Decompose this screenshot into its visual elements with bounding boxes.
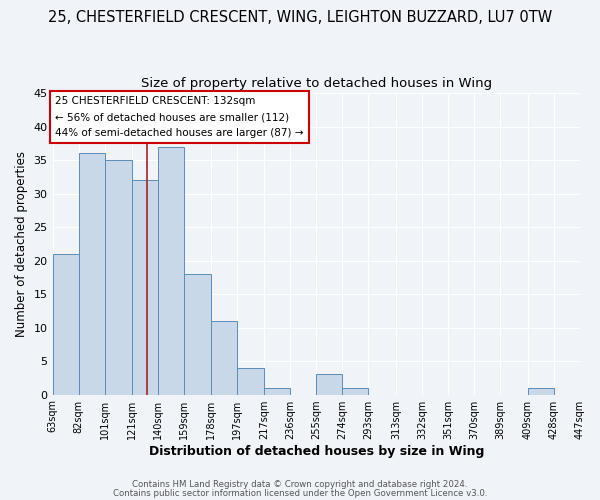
Bar xyxy=(105,160,132,394)
Bar xyxy=(184,274,211,394)
Bar xyxy=(132,180,158,394)
X-axis label: Distribution of detached houses by size in Wing: Distribution of detached houses by size … xyxy=(149,444,484,458)
Bar xyxy=(158,146,184,394)
Y-axis label: Number of detached properties: Number of detached properties xyxy=(15,151,28,337)
Bar xyxy=(53,254,79,394)
Title: Size of property relative to detached houses in Wing: Size of property relative to detached ho… xyxy=(141,78,492,90)
Text: Contains public sector information licensed under the Open Government Licence v3: Contains public sector information licen… xyxy=(113,489,487,498)
Text: 25, CHESTERFIELD CRESCENT, WING, LEIGHTON BUZZARD, LU7 0TW: 25, CHESTERFIELD CRESCENT, WING, LEIGHTO… xyxy=(48,10,552,25)
Bar xyxy=(343,388,368,394)
Bar xyxy=(264,388,290,394)
Bar xyxy=(316,374,343,394)
Bar xyxy=(211,321,236,394)
Bar xyxy=(236,368,264,394)
Bar xyxy=(79,154,105,394)
Bar xyxy=(528,388,554,394)
Text: 25 CHESTERFIELD CRESCENT: 132sqm
← 56% of detached houses are smaller (112)
44% : 25 CHESTERFIELD CRESCENT: 132sqm ← 56% o… xyxy=(55,96,304,138)
Text: Contains HM Land Registry data © Crown copyright and database right 2024.: Contains HM Land Registry data © Crown c… xyxy=(132,480,468,489)
